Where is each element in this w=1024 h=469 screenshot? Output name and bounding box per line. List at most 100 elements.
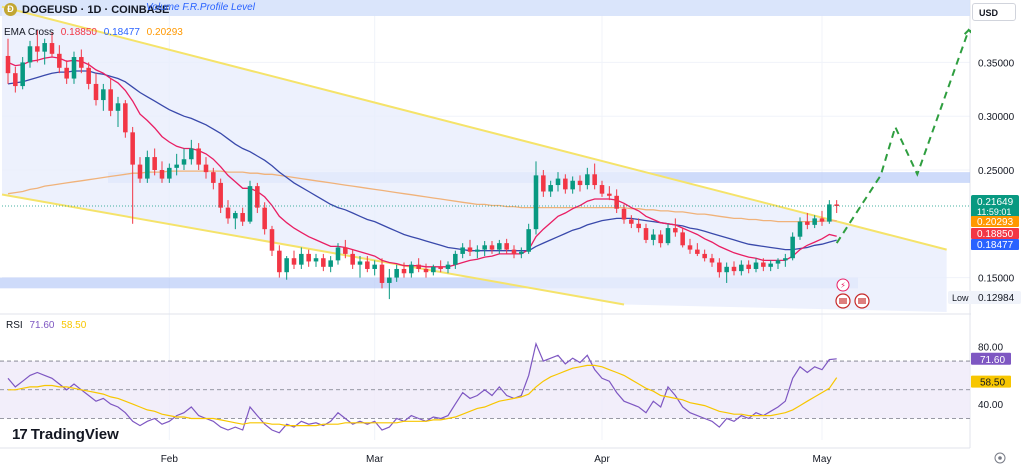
candle-body — [812, 218, 817, 225]
candle-body — [79, 57, 84, 68]
candle — [460, 243, 465, 259]
candle-body — [152, 157, 157, 170]
candle-body — [71, 57, 77, 79]
candle — [218, 178, 223, 214]
candle — [533, 161, 539, 235]
currency-button[interactable]: USD — [972, 3, 1016, 21]
candle — [621, 204, 627, 224]
candle — [643, 223, 649, 244]
candle-body — [790, 236, 795, 259]
candle — [196, 143, 201, 170]
candle-body — [365, 261, 370, 269]
channel-upper-line — [1, 5, 947, 251]
candle — [673, 218, 678, 237]
candle — [365, 256, 370, 273]
candle — [577, 175, 583, 192]
candle-body — [504, 243, 509, 250]
candle-body — [394, 268, 399, 278]
symbol-title[interactable]: DOGEUSD · 1D · COINBASE — [22, 4, 170, 16]
candle-body — [577, 180, 583, 186]
candle — [401, 262, 407, 278]
rsi-legend[interactable]: RSI 71.60 58.50 — [6, 320, 86, 331]
candle — [467, 239, 473, 257]
candle — [805, 213, 810, 230]
candle-body — [20, 62, 25, 87]
candle-body — [768, 263, 773, 267]
event-lightning-icon — [836, 278, 850, 292]
candle — [189, 139, 194, 165]
candle-body — [438, 266, 443, 269]
candle-body — [387, 277, 392, 283]
candle — [665, 223, 671, 246]
candle — [753, 258, 759, 273]
ema-label: EMA Cross — [4, 27, 55, 38]
ema-price-badge-value: 0.18477 — [977, 240, 1014, 251]
candle — [761, 258, 766, 272]
candle — [93, 73, 99, 106]
candle-body — [673, 228, 678, 233]
candle — [607, 186, 612, 201]
ema-slow-line — [7, 70, 837, 252]
candle-body — [614, 195, 619, 209]
candle-body — [475, 249, 480, 252]
ema-price-badge — [971, 228, 1019, 239]
candle — [812, 215, 817, 229]
candle — [819, 210, 825, 226]
tradingview-logo[interactable]: 17 TradingView — [12, 426, 119, 443]
candle — [357, 256, 363, 278]
candle-body — [775, 260, 781, 264]
ema-cross-legend[interactable]: EMA Cross 0.18850 0.18477 0.20293 — [4, 27, 183, 38]
candle-body — [585, 174, 590, 186]
ema-fast-line — [7, 56, 837, 268]
candle — [79, 49, 84, 74]
candle — [511, 245, 517, 259]
time-tick-label: Apr — [594, 454, 610, 465]
candle — [284, 256, 289, 280]
countdown-value: 11:59:01 — [977, 207, 1011, 217]
candle — [768, 260, 773, 272]
candle-body — [783, 258, 788, 261]
candle — [702, 249, 707, 262]
ema-price-badge — [971, 216, 1019, 227]
candle-body — [101, 89, 106, 101]
candle — [775, 258, 781, 269]
candle — [746, 260, 751, 274]
event-lightning-glyph: ⚡ — [840, 281, 846, 290]
candle-body — [834, 204, 839, 207]
candle-body — [709, 258, 715, 263]
candle-body — [431, 266, 436, 273]
candle-body — [541, 175, 546, 192]
candle — [379, 258, 385, 289]
dogecoin-icon: Ð — [4, 3, 17, 16]
candle-body — [145, 157, 150, 179]
candle-body — [819, 218, 825, 222]
candle — [797, 217, 803, 240]
candle — [680, 228, 685, 248]
ema-value-2: 0.18477 — [103, 27, 140, 38]
candle-body — [665, 228, 671, 244]
candle-body — [181, 159, 187, 165]
candle-body — [49, 43, 55, 54]
candle — [570, 176, 575, 194]
candle — [599, 180, 605, 197]
candle — [5, 38, 11, 84]
candle-body — [130, 132, 135, 165]
candle — [115, 96, 121, 127]
candle — [247, 180, 253, 224]
candle-body — [497, 243, 502, 250]
candle-body — [167, 167, 172, 179]
candle — [240, 207, 245, 226]
candle — [35, 30, 40, 63]
tradingview-mark-icon: 17 — [12, 426, 28, 443]
candle — [541, 169, 546, 197]
candle-body — [93, 83, 99, 101]
candle-body — [350, 253, 355, 265]
rsi-value-badge-text: 58.50 — [980, 378, 1005, 389]
rsi-label: RSI — [6, 320, 23, 331]
volume-profile-label: Volume F.R.Profile Level — [146, 2, 255, 13]
settings-gear-center — [998, 456, 1002, 460]
candle-body — [57, 53, 62, 68]
candle — [291, 250, 297, 269]
last-price-badge — [971, 195, 1019, 218]
